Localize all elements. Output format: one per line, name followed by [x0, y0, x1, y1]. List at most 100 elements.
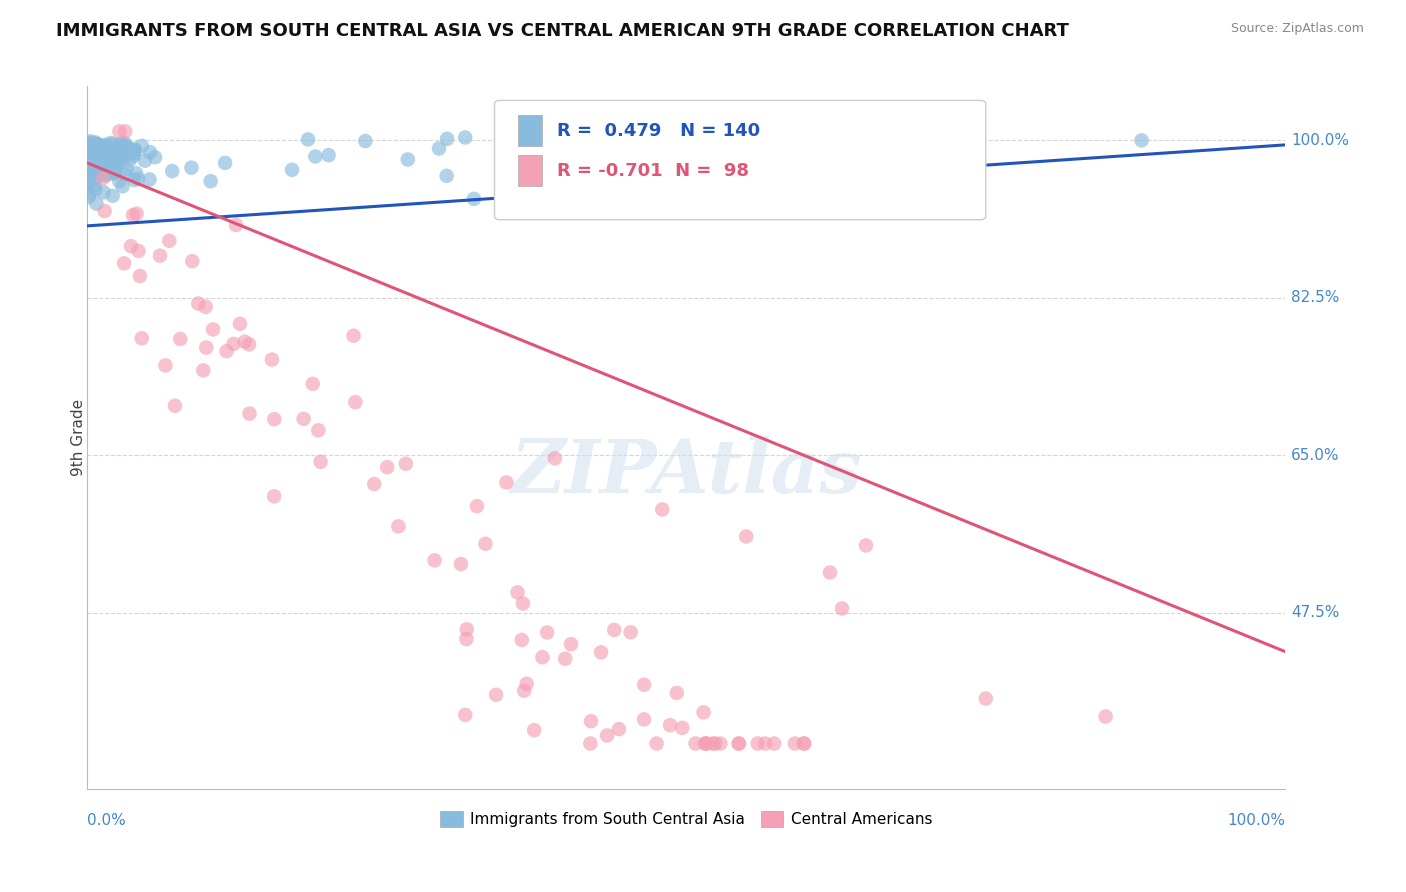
Point — [342, 328, 364, 343]
Point — [544, 451, 567, 466]
Point — [86, 166, 108, 180]
Point — [709, 737, 731, 751]
Point — [96, 155, 118, 169]
Point — [640, 170, 662, 185]
Point — [485, 688, 508, 702]
Point — [659, 718, 682, 732]
Point — [96, 153, 118, 167]
Point — [120, 239, 142, 253]
Point — [307, 423, 329, 437]
Point — [512, 597, 534, 611]
Point — [111, 146, 134, 161]
Point — [633, 712, 655, 726]
Point — [107, 140, 129, 154]
Y-axis label: 9th Grade: 9th Grade — [72, 399, 86, 476]
Point — [193, 363, 215, 377]
Point — [94, 141, 117, 155]
Point — [143, 150, 166, 164]
FancyBboxPatch shape — [519, 115, 543, 146]
Point — [309, 455, 332, 469]
Point — [104, 161, 127, 175]
Point — [117, 146, 139, 161]
Point — [79, 134, 101, 148]
Point — [695, 737, 717, 751]
Point — [80, 160, 103, 174]
Point — [93, 161, 115, 175]
Legend: Immigrants from South Central Asia, Central Americans: Immigrants from South Central Asia, Cent… — [433, 805, 939, 833]
Point — [127, 244, 149, 258]
Point — [104, 165, 127, 179]
Point — [76, 174, 98, 188]
Point — [652, 176, 675, 190]
Point — [495, 475, 517, 490]
Point — [700, 134, 723, 148]
Text: R = -0.701  N =  98: R = -0.701 N = 98 — [557, 161, 749, 179]
Point — [596, 729, 619, 743]
Point — [202, 322, 225, 336]
Point — [395, 457, 418, 471]
Point — [86, 137, 108, 152]
Point — [396, 153, 419, 167]
Point — [195, 341, 218, 355]
Point — [233, 334, 256, 349]
Point — [77, 161, 100, 176]
Point — [83, 142, 105, 156]
Point — [112, 256, 135, 270]
Point — [97, 140, 120, 154]
Point — [89, 151, 111, 165]
Point — [238, 337, 260, 351]
Point — [704, 737, 727, 751]
Point — [664, 171, 686, 186]
Point — [603, 623, 626, 637]
Point — [86, 162, 108, 177]
Point — [89, 142, 111, 156]
Point — [93, 161, 115, 176]
Point — [90, 145, 112, 160]
Point — [84, 172, 107, 186]
Point — [693, 737, 716, 751]
Point — [91, 147, 114, 161]
Point — [633, 678, 655, 692]
Point — [90, 144, 112, 158]
Point — [665, 686, 688, 700]
Point — [463, 192, 485, 206]
Point — [108, 124, 131, 138]
Text: Source: ZipAtlas.com: Source: ZipAtlas.com — [1230, 22, 1364, 36]
Point — [117, 141, 139, 155]
Text: R =  0.479   N = 140: R = 0.479 N = 140 — [557, 121, 759, 139]
Point — [304, 149, 326, 163]
Point — [723, 172, 745, 186]
Point — [263, 489, 285, 503]
Point — [77, 136, 100, 150]
Point — [101, 188, 124, 202]
Point — [536, 625, 558, 640]
Point — [427, 142, 450, 156]
Point — [101, 152, 124, 166]
Point — [93, 144, 115, 158]
Point — [474, 537, 496, 551]
Point — [89, 143, 111, 157]
Point — [974, 691, 997, 706]
Point — [229, 317, 252, 331]
Point — [83, 146, 105, 161]
Point — [155, 359, 177, 373]
Point — [728, 737, 751, 751]
Point — [194, 300, 217, 314]
Point — [124, 146, 146, 161]
Point — [149, 249, 172, 263]
Point — [87, 141, 110, 155]
Point — [83, 141, 105, 155]
Point — [696, 737, 718, 751]
Point — [110, 138, 132, 153]
Point — [831, 601, 853, 615]
Point — [818, 566, 841, 580]
Point — [108, 174, 131, 188]
Text: ZIPAtlas: ZIPAtlas — [510, 436, 862, 508]
Point — [645, 737, 668, 751]
Point — [108, 155, 131, 169]
Point — [510, 632, 533, 647]
Point — [79, 148, 101, 162]
Point — [111, 136, 134, 150]
Point — [91, 171, 114, 186]
Point — [114, 124, 136, 138]
